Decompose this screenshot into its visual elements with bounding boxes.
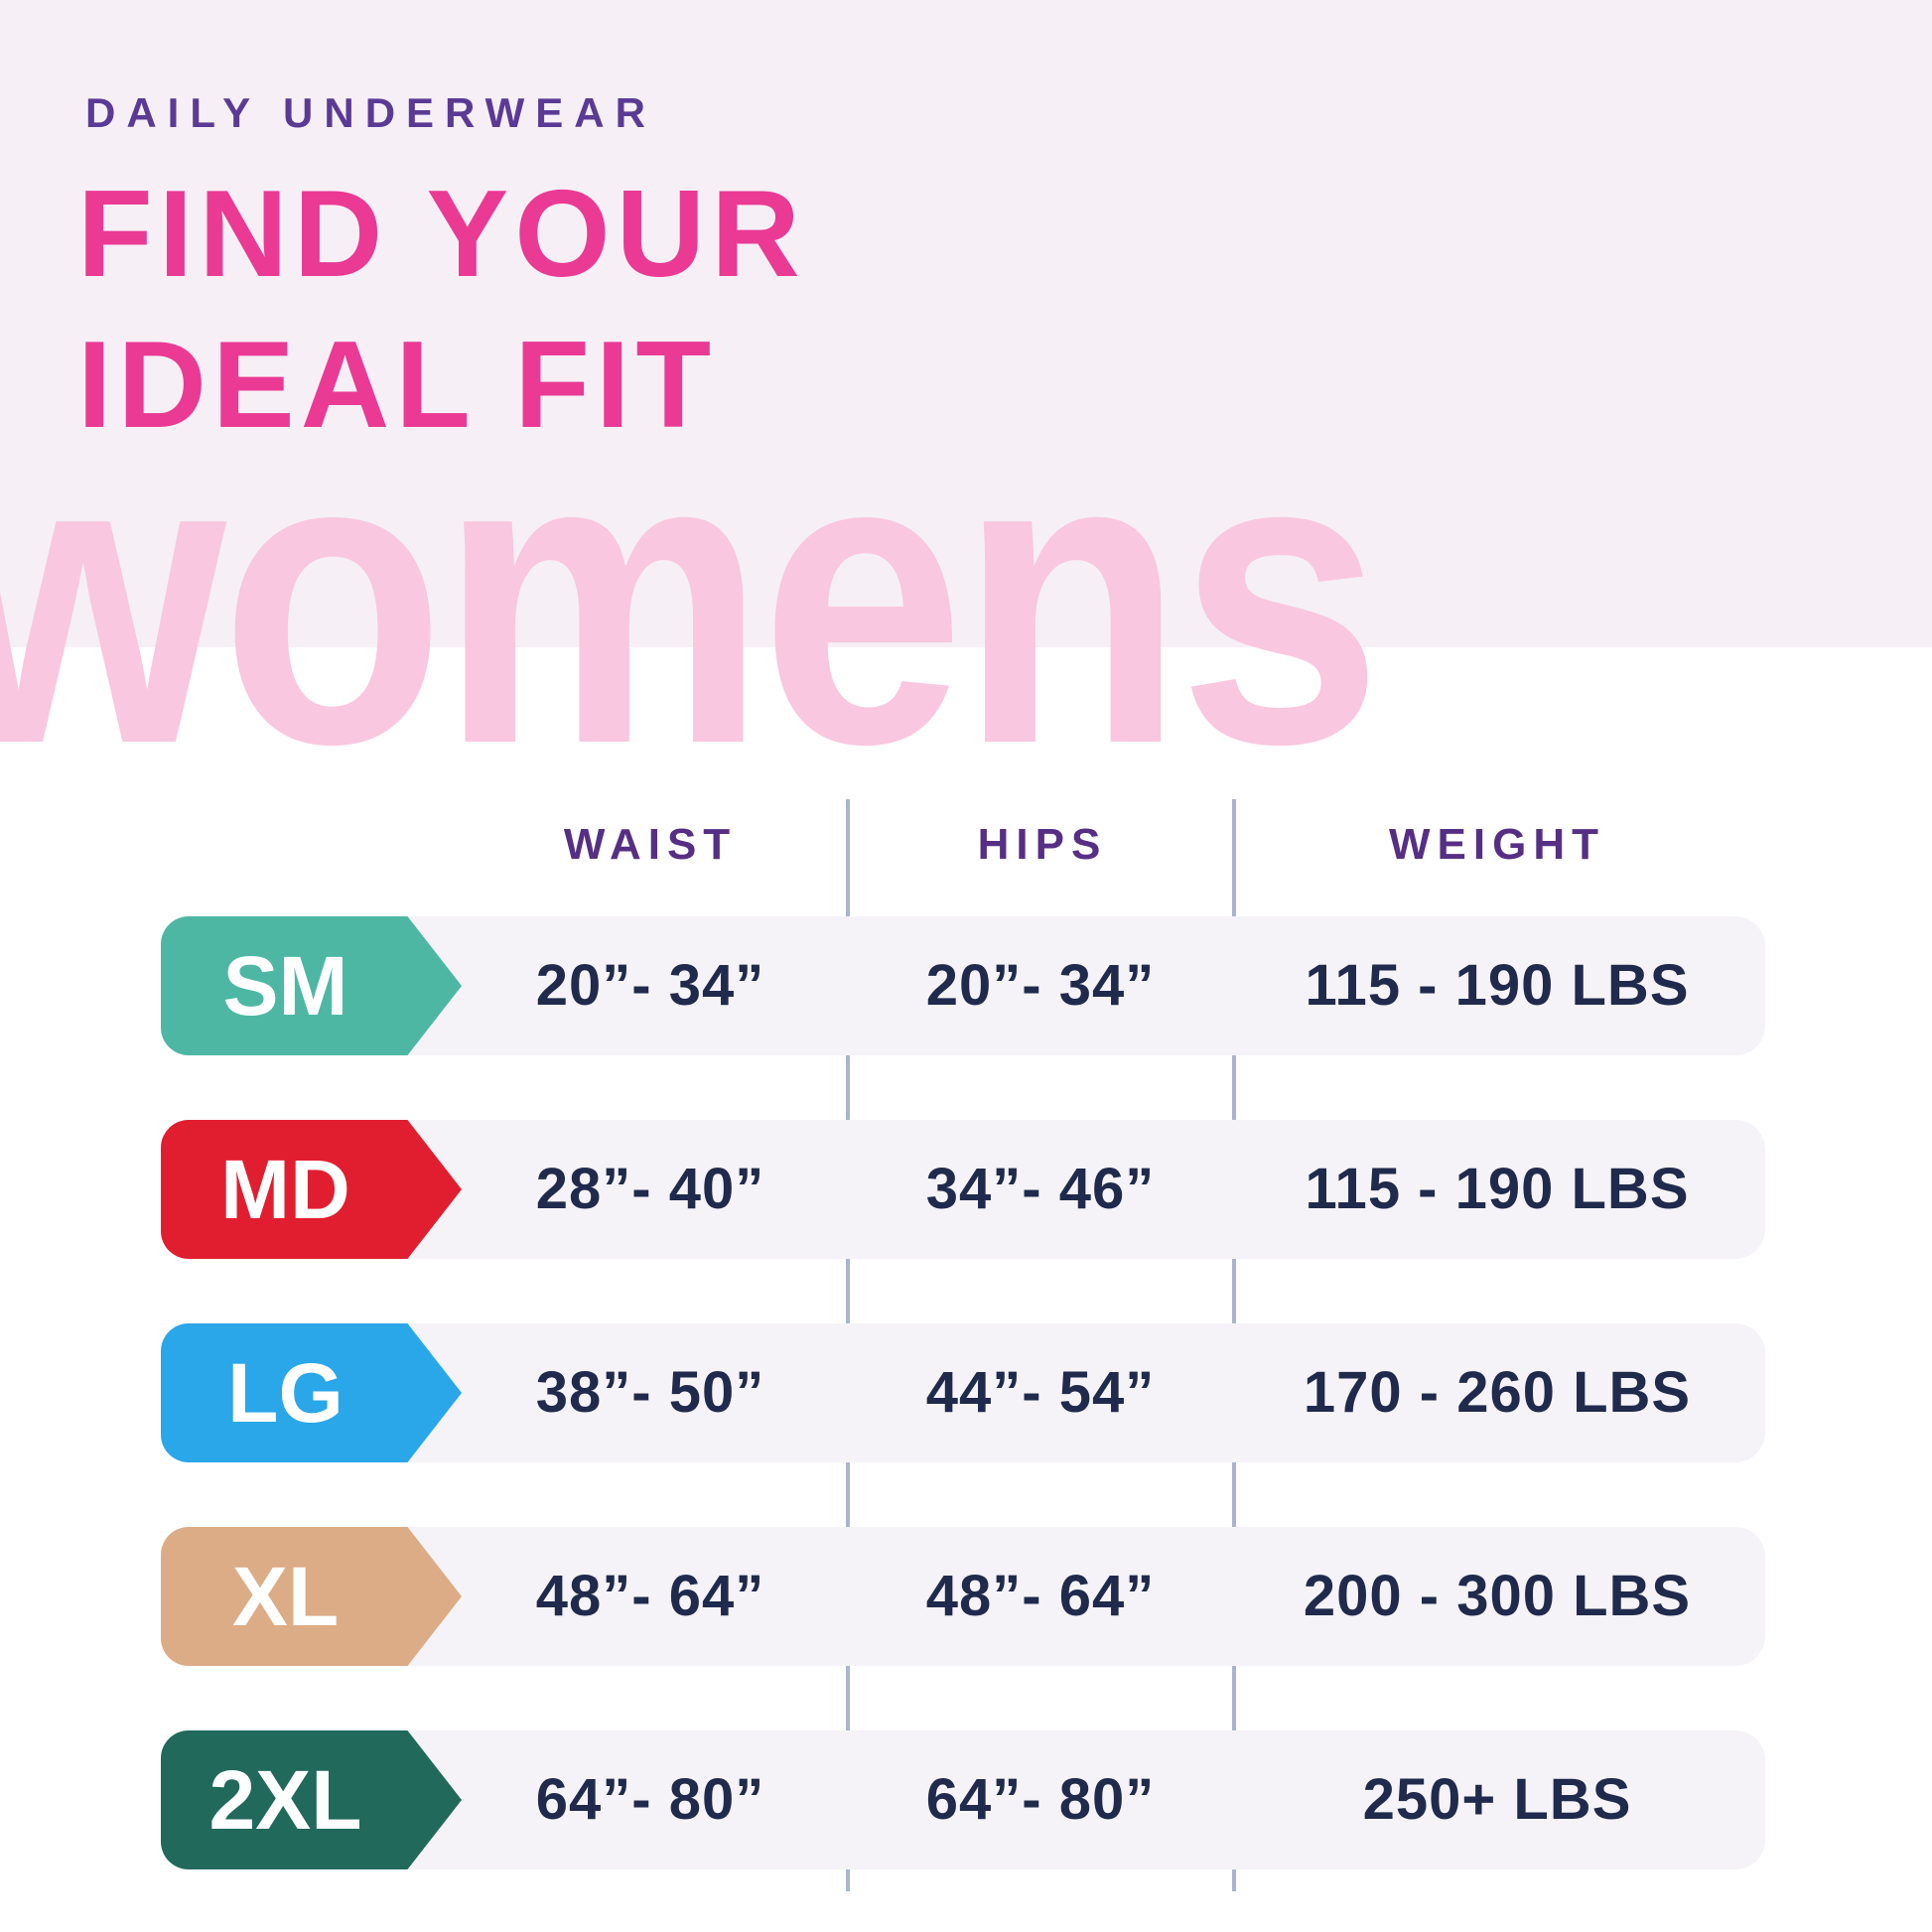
weight-value: 250+ LBS	[1362, 1767, 1632, 1832]
hips-value: 44”- 54”	[925, 1360, 1156, 1425]
size-badge-md: MD	[161, 1120, 462, 1259]
size-badge-sm: SM	[161, 916, 462, 1055]
table-row-xl: XL 48”- 64” 48”- 64” 200 - 300 LBS	[0, 1527, 1932, 1666]
watermark-womens: womens	[0, 365, 1382, 831]
column-header-weight: WEIGHT	[1389, 820, 1605, 869]
size-badge-label: MD	[220, 1143, 350, 1236]
brand-title: DAILY UNDERWEAR	[85, 89, 656, 136]
weight-value: 115 - 190 LBS	[1305, 1157, 1690, 1221]
size-badge-lg: LG	[161, 1323, 462, 1462]
column-header-hips: HIPS	[977, 820, 1108, 869]
page-title-line1: FIND YOUR	[77, 166, 806, 303]
weight-value: 200 - 300 LBS	[1303, 1564, 1692, 1628]
waist-value: 38”- 50”	[535, 1360, 765, 1425]
table-row-sm: SM 20”- 34” 20”- 34” 115 - 190 LBS	[0, 916, 1932, 1055]
size-badge-label: SM	[222, 939, 348, 1033]
size-badge-label: LG	[227, 1346, 344, 1440]
table-row-lg: LG 38”- 50” 44”- 54” 170 - 260 LBS	[0, 1323, 1932, 1462]
top-background-band	[0, 0, 1932, 647]
column-header-waist: WAIST	[563, 820, 738, 869]
size-badge-label: XL	[231, 1550, 340, 1643]
weight-value: 170 - 260 LBS	[1303, 1360, 1692, 1425]
waist-value: 28”- 40”	[535, 1157, 765, 1221]
waist-value: 20”- 34”	[535, 953, 765, 1018]
weight-value: 115 - 190 LBS	[1305, 953, 1690, 1018]
size-badge-xl: XL	[161, 1527, 462, 1666]
page-title-line2: IDEAL FIT	[77, 317, 718, 454]
page-title: FIND YOUR IDEAL FIT	[77, 159, 806, 461]
table-row-md: MD 28”- 40” 34”- 46” 115 - 190 LBS	[0, 1120, 1932, 1259]
hips-value: 64”- 80”	[925, 1767, 1156, 1832]
hips-value: 34”- 46”	[925, 1157, 1156, 1221]
waist-value: 48”- 64”	[535, 1564, 765, 1628]
hips-value: 48”- 64”	[925, 1564, 1156, 1628]
size-badge-2xl: 2XL	[161, 1730, 462, 1869]
hips-value: 20”- 34”	[925, 953, 1156, 1018]
table-row-2xl: 2XL 64”- 80” 64”- 80” 250+ LBS	[0, 1730, 1932, 1869]
size-badge-label: 2XL	[208, 1753, 362, 1847]
waist-value: 64”- 80”	[535, 1767, 765, 1832]
